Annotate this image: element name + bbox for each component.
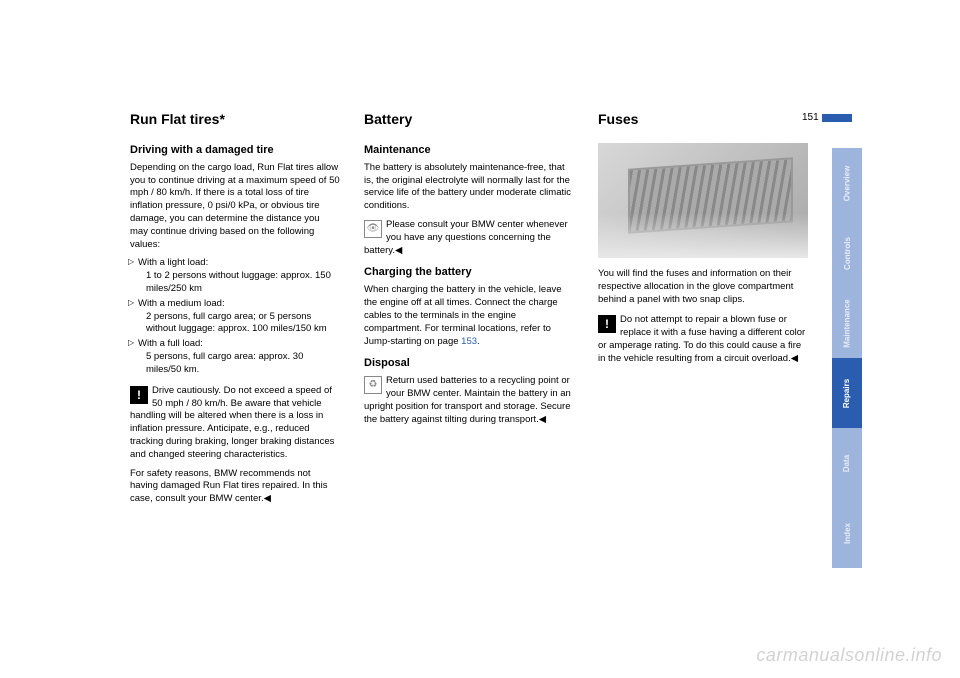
para: For safety reasons, BMW recommends not h…	[130, 468, 340, 506]
watermark: carmanualsonline.info	[756, 645, 942, 666]
subheading-disposal: Disposal	[364, 356, 574, 371]
tab-index[interactable]: Index	[832, 498, 862, 568]
para: Depending on the cargo load, Run Flat ti…	[130, 162, 340, 252]
para-charging: When charging the battery in the vehicle…	[364, 284, 574, 348]
recycle-icon: ♻	[364, 376, 382, 394]
tab-maintenance[interactable]: Maintenance	[832, 288, 862, 358]
warning-block-fuses: ! Do not attempt to repair a blown fuse …	[598, 314, 808, 365]
tab-repairs[interactable]: Repairs	[832, 358, 862, 428]
tab-overview[interactable]: Overview	[832, 148, 862, 218]
bullet-medium-load: With a medium load: 2 persons, full carg…	[130, 298, 340, 336]
heading-run-flat: Run Flat tires*	[130, 110, 340, 129]
page-link-153[interactable]: 153	[461, 336, 477, 347]
info-block: 👁 Please consult your BMW center wheneve…	[364, 219, 574, 257]
fuses-figure	[598, 143, 808, 258]
subheading-charging: Charging the battery	[364, 265, 574, 280]
tab-data[interactable]: Data	[832, 428, 862, 498]
side-tabs: Overview Controls Maintenance Repairs Da…	[832, 148, 862, 568]
page-marker	[822, 114, 852, 122]
tab-controls[interactable]: Controls	[832, 218, 862, 288]
column-fuses: Fuses You will find the fuses and inform…	[598, 110, 808, 630]
column-run-flat: Run Flat tires* Driving with a damaged t…	[130, 110, 340, 630]
heading-battery: Battery	[364, 110, 574, 129]
column-battery: Battery Maintenance The battery is absol…	[364, 110, 574, 630]
para: The battery is absolutely maintenance-fr…	[364, 162, 574, 213]
bullet-light-load: With a light load: 1 to 2 persons withou…	[130, 257, 340, 295]
warning-block: ! Drive cautiously. Do not exceed a spee…	[130, 385, 340, 462]
info-icon: 👁	[364, 220, 382, 238]
para: You will find the fuses and information …	[598, 268, 808, 306]
page-number: 151	[802, 112, 819, 123]
heading-fuses: Fuses	[598, 110, 808, 129]
recycle-block: ♻ Return used batteries to a recycling p…	[364, 375, 574, 426]
bullet-full-load: With a full load: 5 persons, full cargo …	[130, 338, 340, 376]
page-content: Run Flat tires* Driving with a damaged t…	[130, 110, 830, 630]
warning-icon: !	[598, 315, 616, 333]
subheading-maintenance: Maintenance	[364, 143, 574, 158]
warning-icon: !	[130, 386, 148, 404]
subheading-damaged-tire: Driving with a damaged tire	[130, 143, 340, 158]
